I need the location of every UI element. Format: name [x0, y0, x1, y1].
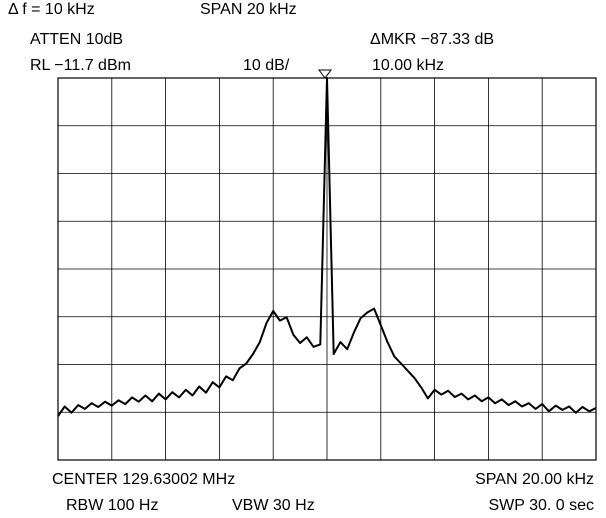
- screen-label: RBW 100 Hz: [66, 497, 158, 514]
- trace: [57, 77, 597, 417]
- screen-label: SPAN 20.00 kHz: [475, 471, 594, 488]
- screen-label: SWP 30. 0 sec: [488, 497, 594, 514]
- screen-label: SPAN 20 kHz: [200, 1, 297, 18]
- screen-label: CENTER 129.63002 MHz: [52, 471, 235, 488]
- screen-label: 10.00 kHz: [372, 57, 444, 74]
- screen-label: 10 dB/: [243, 57, 290, 74]
- screen-label: ATTEN 10dB: [30, 31, 123, 48]
- screen-label: VBW 30 Hz: [232, 497, 315, 514]
- screen-label: RL −11.7 dBm: [30, 57, 131, 74]
- screen-label: Δ f = 10 kHz: [8, 1, 95, 18]
- screen-label: ΔMKR −87.33 dB: [370, 31, 494, 48]
- marker-triangle: [318, 69, 332, 79]
